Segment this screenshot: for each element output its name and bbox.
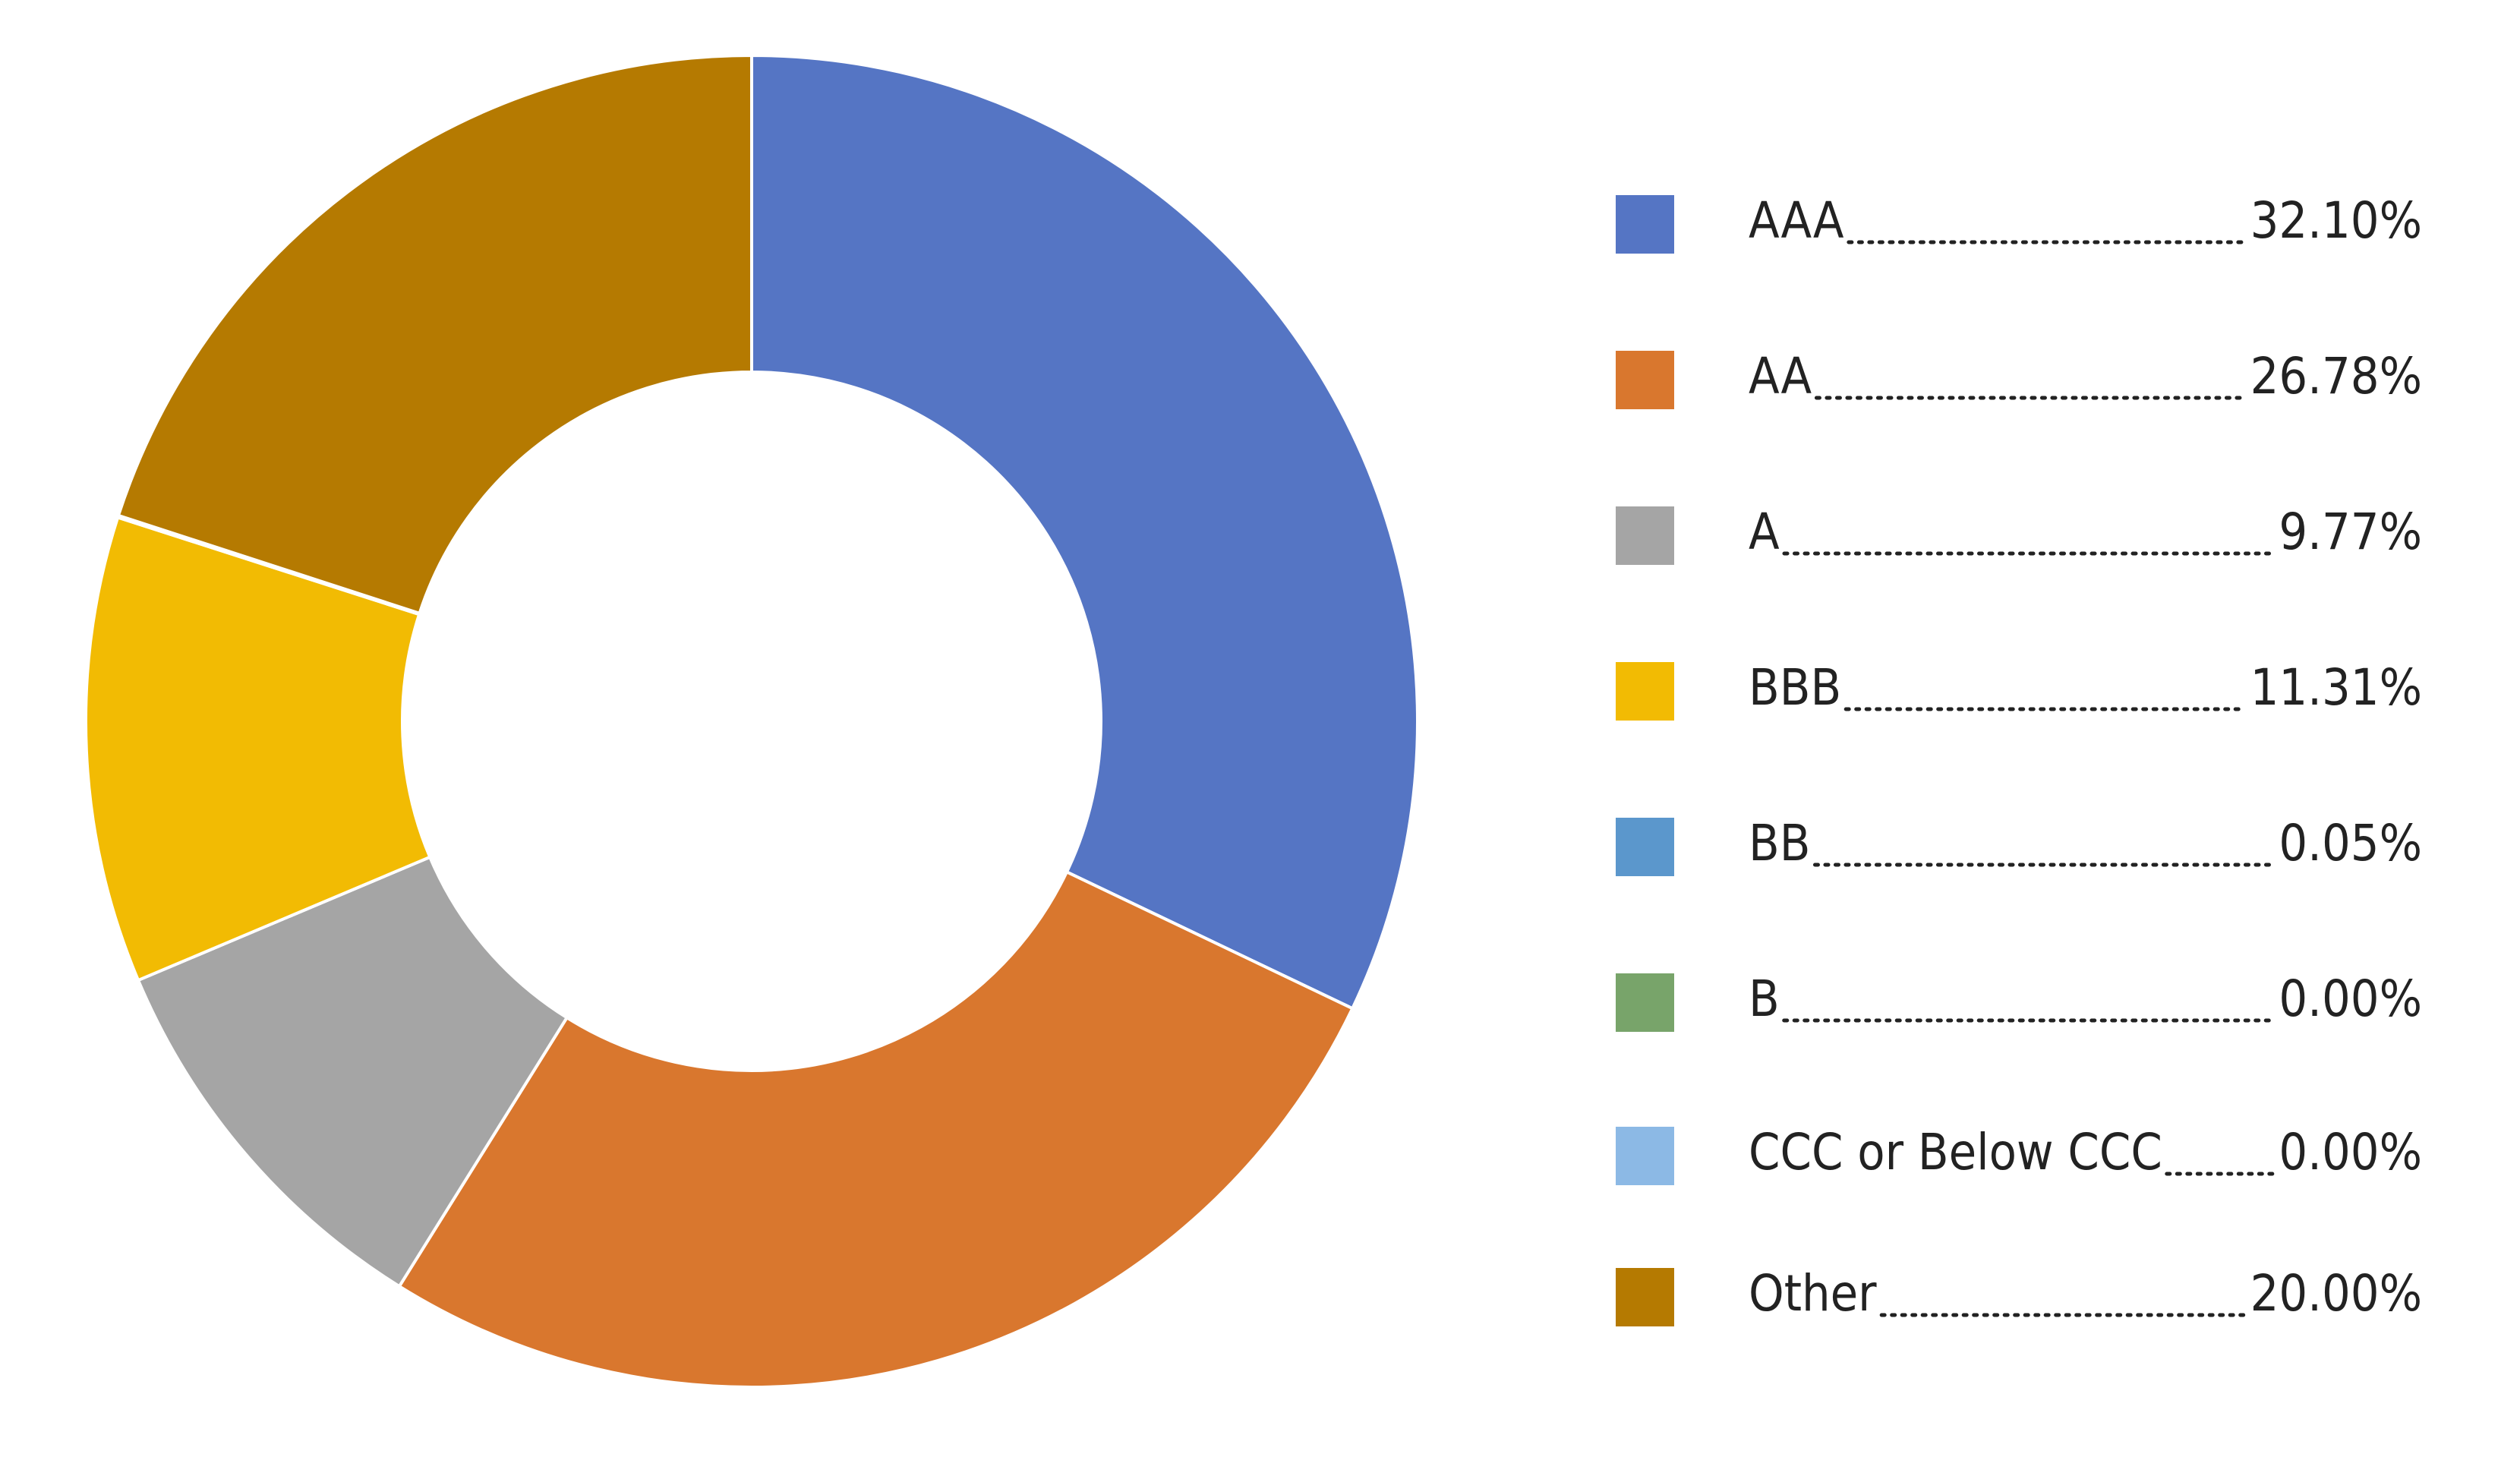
- donut-slice: [750, 53, 1420, 1011]
- legend-swatch: [1616, 1268, 1674, 1326]
- donut-slice: [397, 869, 1355, 1389]
- legend-label: Other: [1749, 1264, 1877, 1323]
- donut-slice: [136, 855, 569, 1288]
- legend-value: 9.77%: [2279, 503, 2422, 561]
- legend-value: 32.10%: [2250, 191, 2422, 250]
- legend-value: 0.05%: [2279, 814, 2422, 872]
- legend-label: AAA: [1749, 191, 1844, 250]
- legend-label: B: [1749, 970, 1780, 1028]
- legend-label: BBB: [1749, 658, 1841, 717]
- legend-swatch: [1616, 351, 1674, 409]
- legend-value: 11.31%: [2250, 658, 2422, 717]
- legend-swatch: [1616, 662, 1674, 721]
- legend-swatch: [1616, 506, 1674, 565]
- legend-swatch: [1616, 818, 1674, 876]
- legend-label: BB: [1749, 814, 1810, 872]
- legend-value: 26.78%: [2250, 347, 2422, 405]
- legend-label: AA: [1749, 347, 1812, 405]
- legend-swatch: [1616, 973, 1674, 1032]
- legend-value: 0.00%: [2279, 1123, 2422, 1181]
- legend-value: 0.00%: [2279, 970, 2422, 1028]
- legend-label: A: [1749, 503, 1780, 561]
- legend-label: CCC or Below CCC: [1749, 1123, 2162, 1181]
- legend-value: 20.00%: [2250, 1264, 2422, 1323]
- donut-slice: [84, 515, 432, 982]
- legend-swatch: [1616, 1127, 1674, 1185]
- donut-slice: [116, 53, 753, 616]
- legend-swatch: [1616, 195, 1674, 254]
